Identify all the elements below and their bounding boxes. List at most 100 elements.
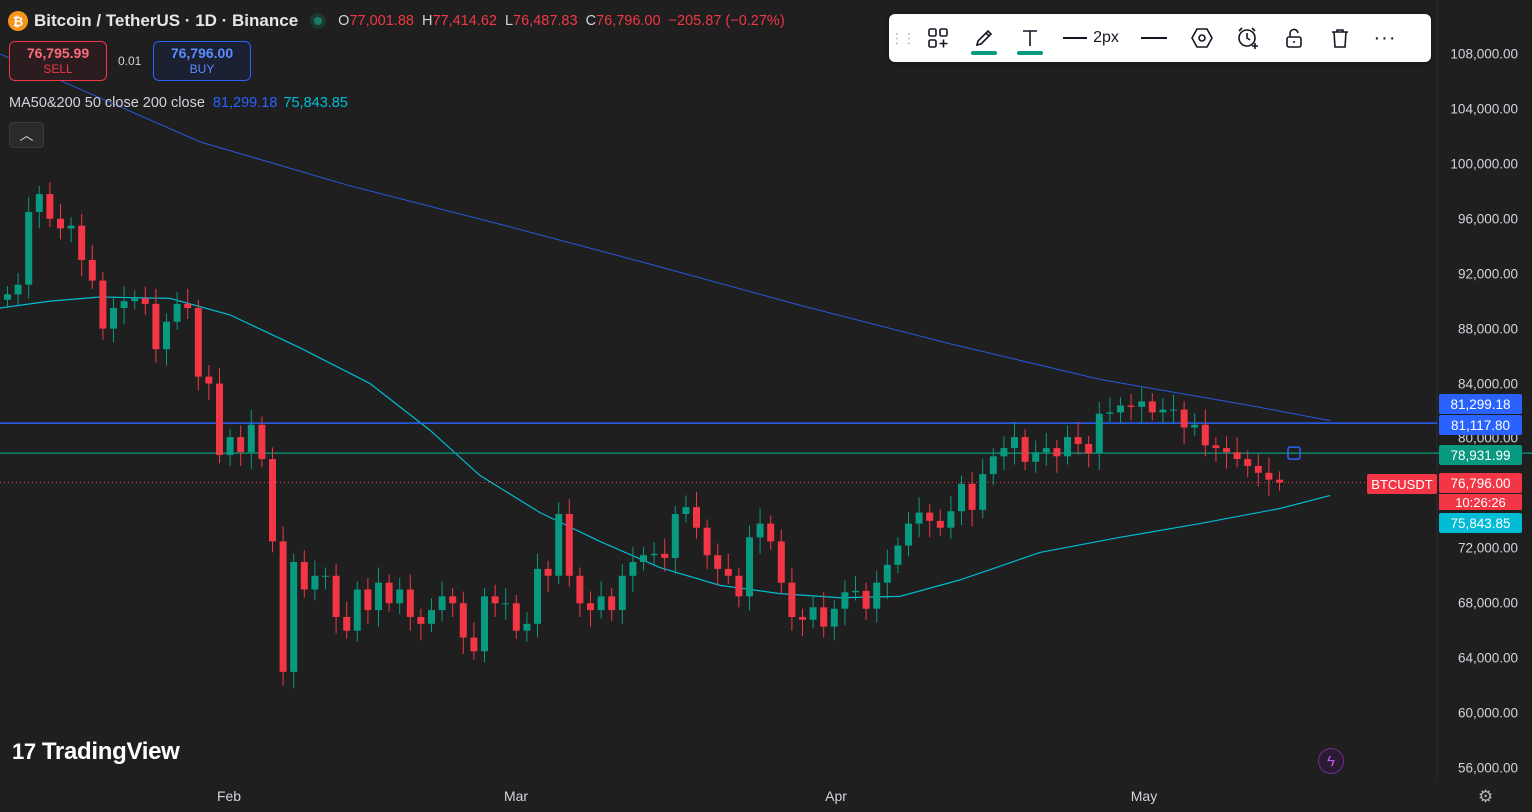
candle-body bbox=[1233, 452, 1241, 460]
pencil-icon bbox=[975, 29, 993, 47]
price-label[interactable]: 81,117.80 bbox=[1439, 415, 1522, 435]
candle-body bbox=[1106, 412, 1114, 414]
market-status-icon[interactable] bbox=[310, 13, 327, 29]
candle-body bbox=[25, 211, 33, 285]
symbol-price-tag: BTCUSDT bbox=[1367, 474, 1437, 494]
line-color-button[interactable] bbox=[961, 14, 1007, 62]
candle-body bbox=[1212, 445, 1220, 449]
drawing-toolbar: ⋮⋮ 2px bbox=[889, 14, 1431, 62]
candle-body bbox=[852, 590, 859, 593]
ohlc-key: O bbox=[338, 13, 350, 29]
settings-button[interactable] bbox=[1179, 14, 1225, 62]
candle-body bbox=[979, 474, 987, 510]
line-style-button[interactable] bbox=[1129, 14, 1179, 62]
candle-body bbox=[1223, 448, 1230, 453]
more-icon: ··· bbox=[1373, 26, 1397, 49]
sell-price: 76,795.99 bbox=[26, 45, 90, 61]
gear-icon[interactable]: ⚙ bbox=[1478, 787, 1494, 806]
candle-body bbox=[512, 603, 520, 631]
tradingview-logo-text: TradingView bbox=[41, 738, 180, 765]
price-tick-label: 88,000.00 bbox=[1457, 321, 1518, 337]
price-label[interactable]: 78,931.99 bbox=[1439, 445, 1522, 465]
line-width-icon bbox=[1063, 37, 1088, 39]
candle-body bbox=[915, 512, 923, 524]
candle-body bbox=[502, 603, 510, 605]
candle-body bbox=[332, 575, 340, 617]
ohlc-key: L bbox=[504, 13, 514, 29]
price-tick-label: 92,000.00 bbox=[1457, 266, 1518, 282]
candle-body bbox=[1042, 448, 1050, 453]
candle-body bbox=[830, 608, 838, 627]
buy-button[interactable]: 76,796.00 BUY bbox=[153, 41, 251, 81]
drawing-anchor-handle bbox=[1287, 446, 1301, 460]
candle-body bbox=[1064, 437, 1071, 457]
ohlc-value: 76,796.00 bbox=[596, 13, 661, 29]
candle-body bbox=[735, 575, 743, 597]
price-label[interactable]: 81,299.18 bbox=[1439, 394, 1522, 414]
ohlc-value: 77,414.62 bbox=[432, 13, 497, 29]
price-tick-label: 104,000.00 bbox=[1450, 101, 1518, 117]
lock-button[interactable] bbox=[1271, 14, 1317, 62]
line-width-button[interactable]: 2px bbox=[1053, 14, 1129, 62]
sell-button[interactable]: 76,795.99 SELL bbox=[9, 41, 107, 81]
candle-body bbox=[873, 582, 881, 609]
delete-button[interactable] bbox=[1317, 14, 1363, 62]
price-label[interactable]: 76,796.00 bbox=[1439, 473, 1522, 493]
candle-body bbox=[671, 513, 679, 558]
candle-body bbox=[428, 610, 435, 624]
symbol-legend: ₿ Bitcoin / TetherUS · 1D · Binance O77,… bbox=[8, 9, 785, 33]
candle-body bbox=[110, 308, 117, 329]
ma50-value: 75,843.85 bbox=[283, 95, 348, 111]
trash-icon bbox=[1332, 29, 1348, 48]
symbol-title[interactable]: Bitcoin / TetherUS · 1D · Binance bbox=[34, 11, 299, 30]
drag-handle-icon[interactable]: ⋮⋮ bbox=[890, 29, 916, 46]
bitcoin-icon: ₿ bbox=[8, 11, 28, 31]
candle-body bbox=[1074, 437, 1082, 444]
candle-body bbox=[343, 616, 351, 631]
candle-body bbox=[141, 298, 149, 304]
candle-body bbox=[131, 298, 139, 302]
candle-body bbox=[565, 513, 573, 576]
ohlc-item: C76,796.00 bbox=[586, 13, 661, 29]
tradingview-logo[interactable]: 17 TradingView bbox=[12, 738, 180, 766]
more-button[interactable]: ··· bbox=[1363, 14, 1407, 62]
line-style-icon bbox=[1141, 37, 1167, 39]
candle-body bbox=[1159, 409, 1167, 413]
text-color-button[interactable] bbox=[1007, 14, 1053, 62]
candle-body bbox=[14, 284, 22, 295]
add-alert-button[interactable] bbox=[1225, 14, 1271, 62]
candle-body bbox=[481, 596, 488, 652]
ohlc-value: 77,001.88 bbox=[349, 13, 414, 29]
price-label[interactable]: 75,843.85 bbox=[1439, 513, 1522, 533]
candle-body bbox=[396, 589, 404, 604]
candle-body bbox=[714, 555, 722, 569]
sell-label: SELL bbox=[43, 62, 73, 76]
indicator-label: MA50&200 50 close 200 close bbox=[9, 95, 205, 111]
candle-body bbox=[46, 194, 54, 219]
buy-label: BUY bbox=[189, 62, 215, 76]
price-tick-label: 60,000.00 bbox=[1457, 705, 1518, 721]
ohlc-item: −205.87 (−0.27%) bbox=[669, 13, 785, 29]
candle-body bbox=[247, 424, 255, 453]
alert-icon bbox=[1238, 27, 1258, 49]
candle-body bbox=[968, 483, 976, 510]
candle-body bbox=[226, 437, 234, 455]
candle-body bbox=[544, 568, 552, 576]
price-tick-label: 56,000.00 bbox=[1457, 760, 1518, 776]
candle-body bbox=[1138, 401, 1146, 407]
collapse-legend-button[interactable]: ︿ bbox=[9, 122, 44, 148]
candle-body bbox=[618, 575, 626, 611]
candle-body bbox=[799, 616, 806, 620]
lightning-icon[interactable]: ϟ bbox=[1318, 748, 1344, 774]
indicator-legend[interactable]: MA50&200 50 close 200 close 81,299.18 75,8… bbox=[9, 95, 348, 111]
candle-body bbox=[767, 523, 775, 542]
candle-body bbox=[1265, 472, 1273, 480]
candle-body bbox=[703, 527, 711, 556]
candle-body bbox=[534, 568, 541, 624]
candle-body bbox=[989, 456, 997, 475]
candle-body bbox=[1032, 452, 1040, 462]
candle-body bbox=[1244, 459, 1252, 466]
templates-button[interactable] bbox=[915, 14, 961, 62]
